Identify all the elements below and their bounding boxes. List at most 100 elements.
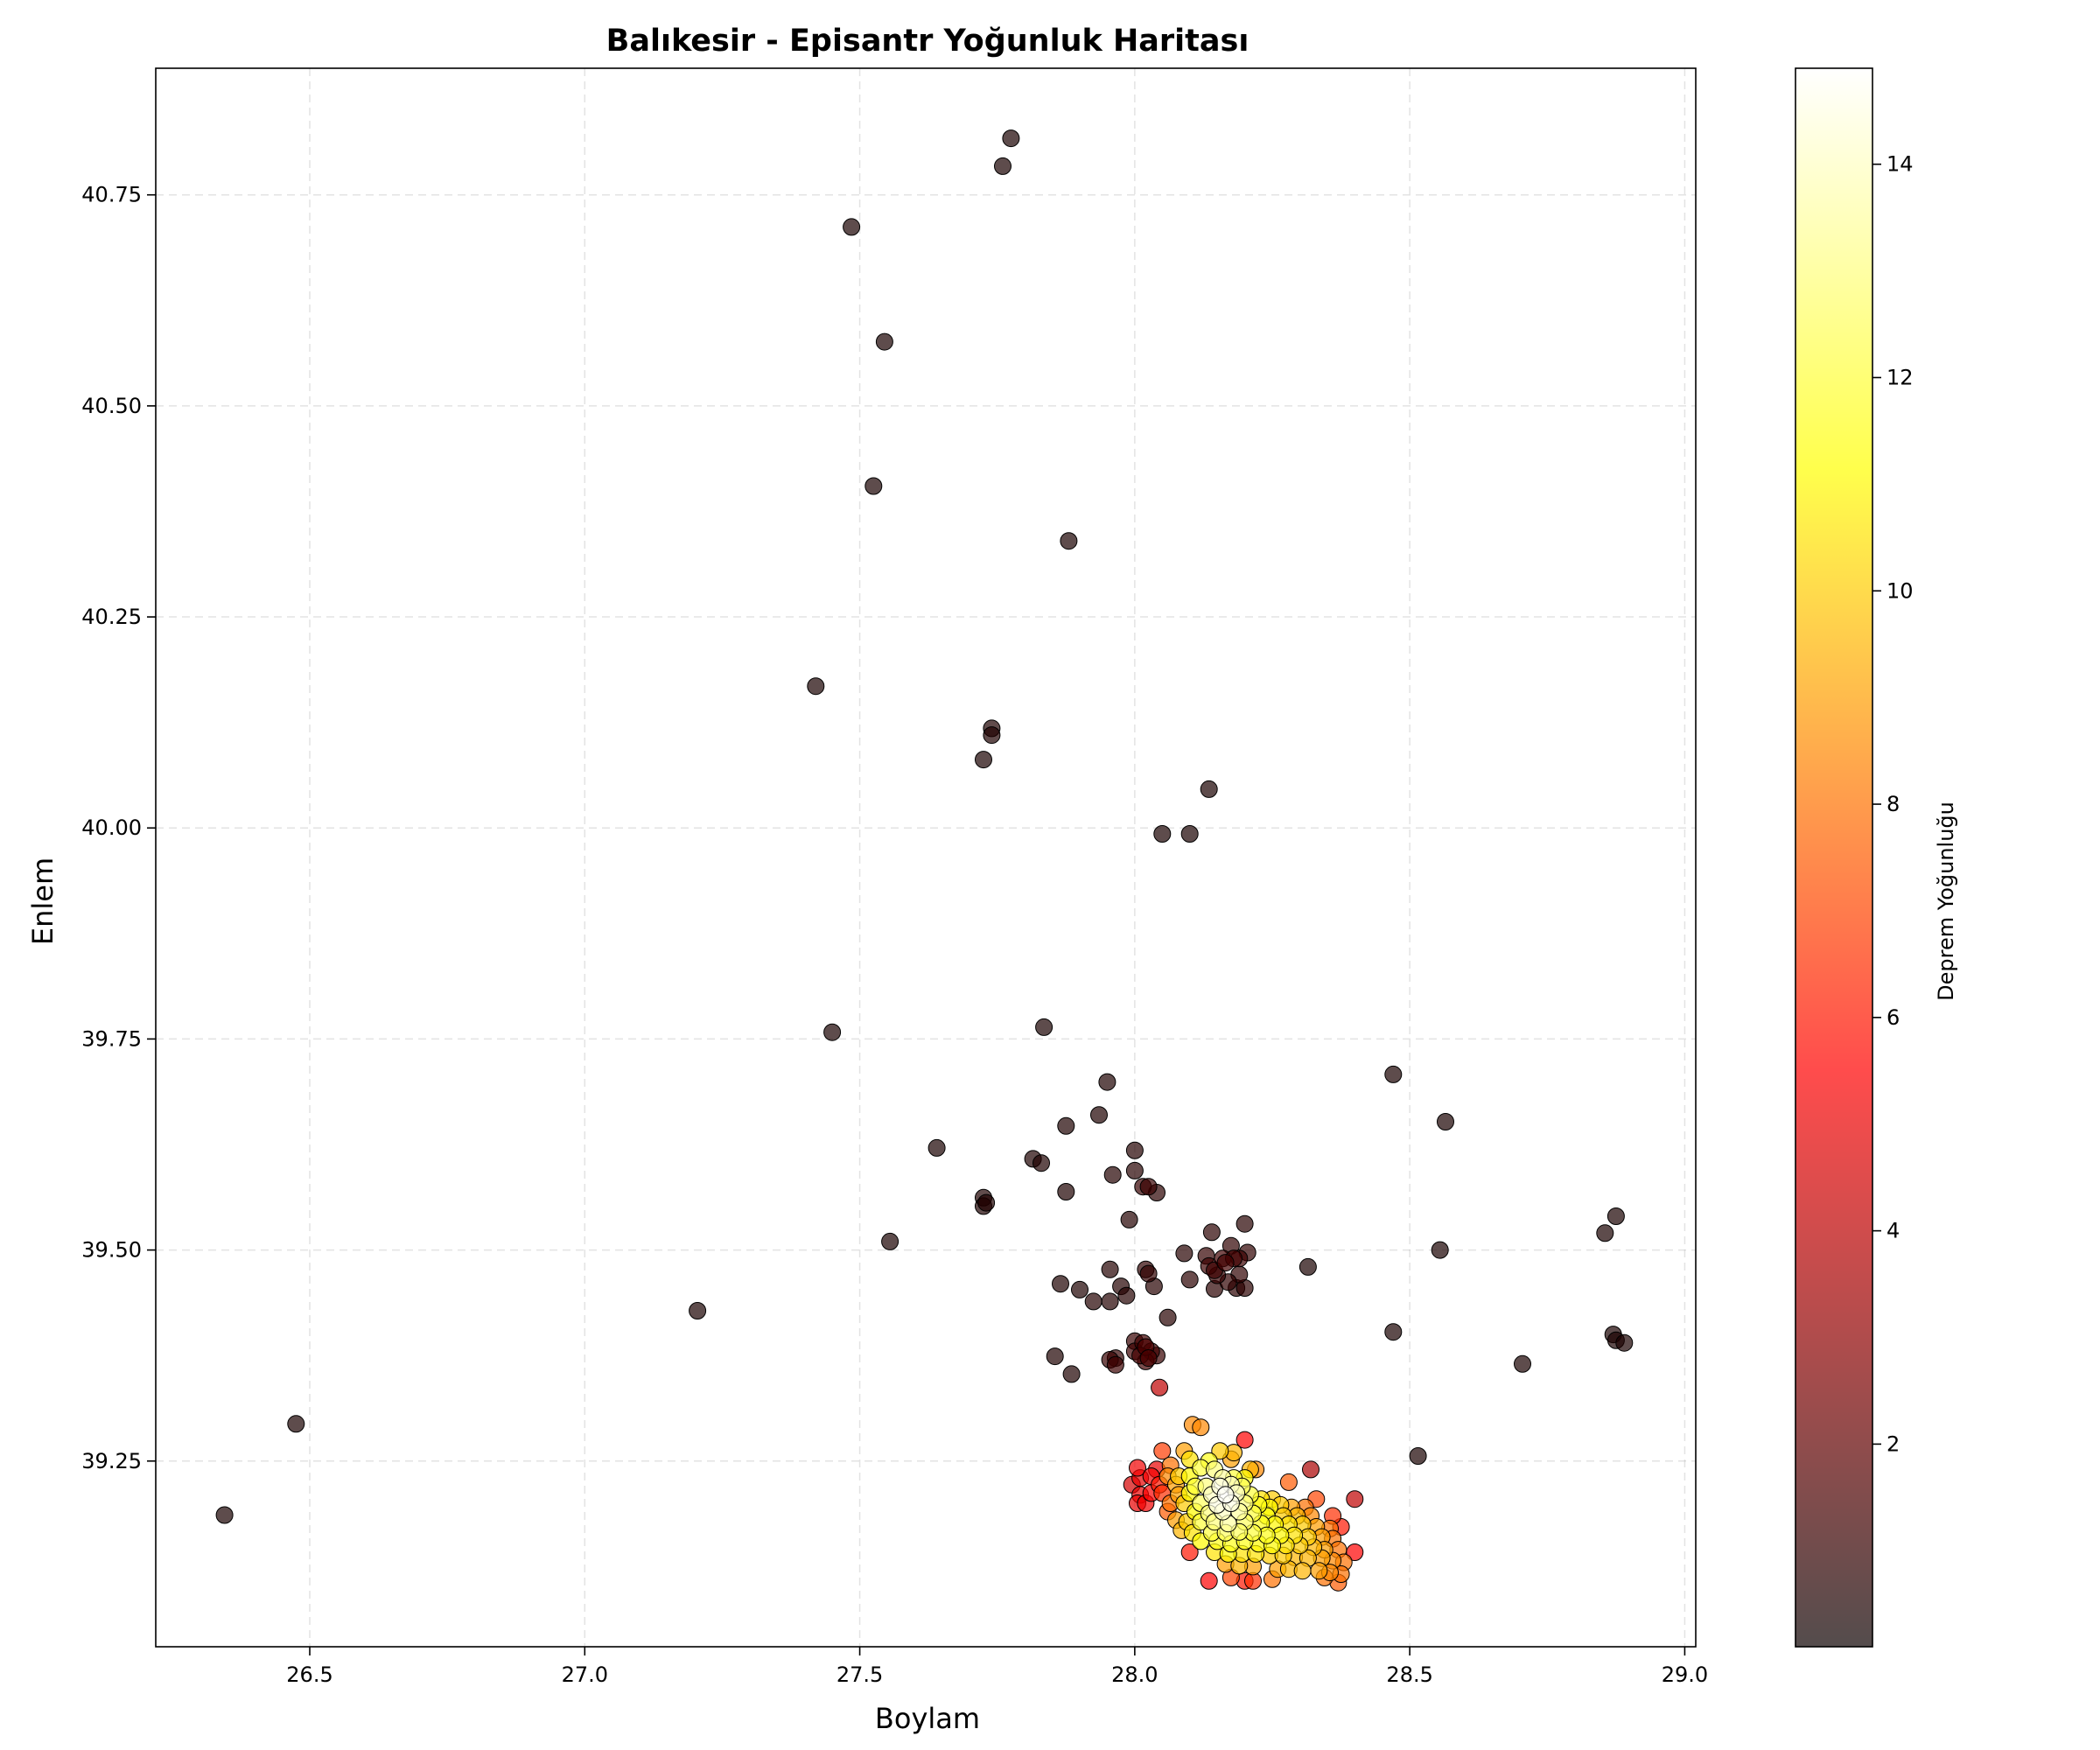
epicenter-point <box>1211 1442 1229 1460</box>
epicenter-point <box>1117 1286 1136 1305</box>
x-tick-label: 27.5 <box>836 1662 883 1687</box>
epicenter-point <box>689 1302 707 1320</box>
colorbar-ticks: 2 4 6 8 10 12 14 <box>1872 152 1914 1456</box>
epicenter-point <box>1035 1018 1054 1036</box>
epicenter-point <box>975 751 992 769</box>
y-axis-label: Enlem <box>26 858 60 945</box>
epicenter-point <box>1139 1264 1158 1283</box>
epicenter-point <box>1129 1459 1146 1477</box>
epicenter-point <box>994 157 1012 175</box>
colorbar-tick-label: 4 <box>1886 1219 1900 1243</box>
epicenter-point <box>875 332 893 351</box>
epicenter-point <box>1180 825 1199 843</box>
epicenter-point <box>287 1415 305 1433</box>
epicenter-point <box>1062 1365 1081 1383</box>
chart-title: Balıkesir - Episantr Yoğunluk Haritası <box>606 24 1250 59</box>
epicenter-point <box>1046 1348 1064 1366</box>
epicenter-point <box>1202 1223 1221 1242</box>
epicenter-point <box>1302 1460 1320 1479</box>
y-tick-label: 39.25 <box>81 1449 142 1474</box>
x-axis-label: Boylam <box>875 1702 980 1735</box>
epicenter-point <box>1180 1270 1199 1289</box>
colorbar-tick-label: 14 <box>1886 152 1914 177</box>
colorbar: 2 4 6 8 10 12 14 Deprem Yoğunluğu <box>1795 67 1958 1648</box>
epicenter-point <box>1158 1308 1177 1326</box>
grid <box>156 68 1696 1647</box>
epicenter-point <box>1200 1572 1218 1590</box>
y-tick-label: 40.75 <box>81 183 142 207</box>
epicenter-point <box>1384 1323 1403 1341</box>
epicenter-point <box>1098 1073 1116 1091</box>
epicenter-point <box>1057 1116 1075 1135</box>
x-tick-label: 28.5 <box>1386 1662 1432 1687</box>
epicenter-point <box>1120 1210 1138 1228</box>
epicenter-point <box>1180 1544 1199 1561</box>
epicenter-point <box>1596 1224 1614 1242</box>
epicenter-point <box>928 1138 946 1157</box>
colorbar-tick-label: 10 <box>1886 578 1914 603</box>
epicenter-point <box>1139 1349 1158 1368</box>
x-axis: 26.5 27.0 27.5 28.0 28.5 29.0 <box>286 1647 1708 1687</box>
epicenter-point <box>1002 130 1020 148</box>
epicenter-point <box>1071 1280 1088 1298</box>
epicenter-point <box>1346 1490 1364 1508</box>
epicenter-point <box>881 1232 900 1250</box>
epicenter-point <box>1192 1418 1210 1437</box>
epicenter-point <box>1200 780 1218 798</box>
epicenter-point <box>1052 1275 1069 1293</box>
epicenter-point <box>1514 1354 1531 1373</box>
epicenter-point <box>1084 1292 1102 1311</box>
epicenter-point <box>1384 1065 1403 1083</box>
y-tick-label: 40.00 <box>81 816 142 840</box>
epicenter-point <box>1236 1431 1254 1449</box>
x-tick-label: 26.5 <box>286 1662 332 1687</box>
y-axis: 39.25 39.50 39.75 40.00 40.25 40.50 40.75 <box>81 183 156 1474</box>
epicenter-point <box>1106 1355 1124 1374</box>
epicenter-point <box>1032 1154 1050 1172</box>
epicenter-point <box>1151 1378 1169 1396</box>
epicenter-point <box>1057 1183 1075 1200</box>
epicenter-point <box>1139 1178 1158 1196</box>
epicenter-point <box>1431 1241 1449 1259</box>
epicenter-point <box>1409 1447 1427 1465</box>
epicenter-point <box>823 1023 842 1041</box>
epicenter-point <box>1615 1334 1634 1352</box>
y-tick-label: 39.50 <box>81 1238 142 1263</box>
colorbar-gradient <box>1795 67 1873 1648</box>
epicenter-point <box>1437 1113 1454 1130</box>
epicenter-point <box>1101 1292 1119 1311</box>
colorbar-tick-label: 12 <box>1886 365 1914 389</box>
epicenter-point <box>1606 1208 1625 1225</box>
y-tick-label: 40.25 <box>81 605 142 629</box>
epicenter-point <box>977 1194 996 1212</box>
y-tick-label: 40.50 <box>81 394 142 418</box>
x-tick-label: 27.0 <box>562 1662 608 1687</box>
colorbar-tick-label: 8 <box>1886 792 1900 816</box>
y-tick-label: 39.75 <box>81 1026 142 1051</box>
epicenter-point <box>807 677 825 696</box>
epicenter-point <box>1153 1442 1172 1460</box>
epicenter-point <box>1101 1260 1119 1278</box>
epicenter-point <box>1125 1161 1144 1180</box>
x-tick-label: 29.0 <box>1662 1662 1708 1687</box>
epicenter-point <box>1216 1254 1235 1272</box>
colorbar-tick-label: 6 <box>1886 1005 1900 1030</box>
epicenter-point <box>983 726 1001 745</box>
epicenter-point <box>1103 1166 1122 1184</box>
epicenter-point <box>864 477 883 495</box>
plot-frame <box>155 67 1697 1648</box>
epicenter-point <box>1153 825 1172 843</box>
epicenter-point <box>1060 532 1078 550</box>
colorbar-tick-label: 2 <box>1886 1432 1900 1456</box>
epicenter-point <box>1279 1473 1298 1491</box>
epicenter-point <box>1293 1562 1312 1580</box>
epicenter-point <box>1175 1244 1194 1263</box>
epicenter-point <box>1236 1214 1254 1233</box>
epicenter-point <box>843 218 861 236</box>
epicenter-point <box>1298 1257 1317 1276</box>
epicenter-point <box>1216 1486 1235 1504</box>
points-layer <box>215 130 1634 1592</box>
epicenter-point <box>1090 1106 1108 1124</box>
colorbar-label: Deprem Yoğunluğu <box>1934 802 1958 1001</box>
